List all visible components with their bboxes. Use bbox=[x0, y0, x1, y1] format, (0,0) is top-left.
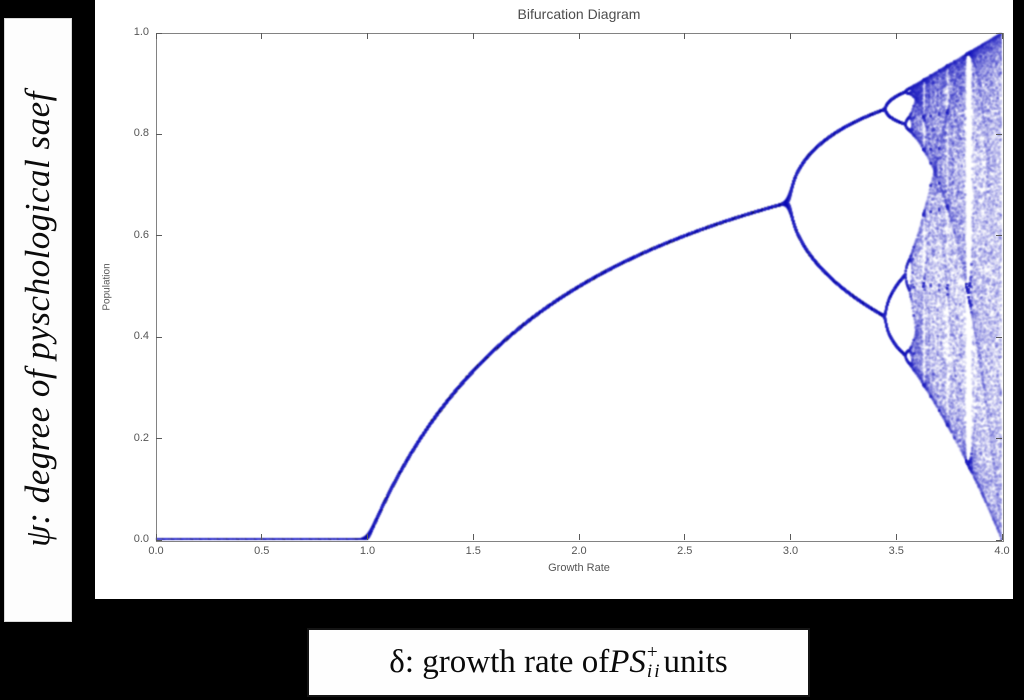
x-tick-mark bbox=[790, 534, 791, 540]
y-tick-mark bbox=[156, 336, 162, 338]
x-tick-mark bbox=[895, 534, 897, 540]
x-tick-label: 4.0 bbox=[994, 545, 1010, 557]
y-tick-mark bbox=[156, 32, 162, 34]
y-tick-label: 0.2 bbox=[133, 431, 149, 444]
axes-frame bbox=[156, 33, 1004, 542]
x-tick-mark-top bbox=[1001, 33, 1003, 39]
y-tick-mark-right bbox=[996, 133, 1002, 135]
y-tick-mark-right bbox=[996, 438, 1002, 440]
y-tick-label: 0.8 bbox=[133, 127, 149, 140]
x-tick-label: 3.5 bbox=[888, 545, 904, 557]
caption-variable-base: PS bbox=[609, 644, 646, 680]
x-tick-label: 0.0 bbox=[148, 545, 164, 557]
x-tick-label: 0.5 bbox=[254, 545, 270, 557]
left-annotation-strip: ψ: degree of pyschological saef bbox=[4, 18, 72, 622]
x-tick-mark bbox=[155, 534, 157, 540]
x-tick-label: 1.5 bbox=[465, 545, 481, 557]
x-tick-mark-top bbox=[895, 33, 897, 39]
chart-title: Bifurcation Diagram bbox=[517, 6, 641, 22]
bifurcation-scatter-canvas bbox=[156, 33, 1002, 540]
delta-caption-box: δ: growth rate of PS + ii units bbox=[307, 628, 810, 697]
caption-subscript: ii bbox=[646, 660, 662, 682]
x-tick-mark-top bbox=[367, 33, 368, 39]
x-tick-label: 2.5 bbox=[677, 545, 693, 557]
y-tick-mark-right bbox=[996, 539, 1002, 541]
x-tick-label: 2.0 bbox=[571, 545, 587, 557]
caption-subsup: + ii bbox=[646, 642, 662, 682]
y-axis-label: Population bbox=[101, 263, 113, 311]
caption-superscript: + bbox=[646, 642, 658, 664]
x-tick-mark-top bbox=[578, 33, 580, 39]
x-tick-mark-top bbox=[790, 33, 791, 39]
y-tick-mark-right bbox=[996, 336, 1002, 338]
y-tick-label: 0.4 bbox=[133, 330, 149, 343]
y-tick-mark-right bbox=[996, 235, 1002, 237]
y-tick-mark bbox=[156, 438, 162, 440]
x-tick-mark-top bbox=[472, 33, 474, 39]
psi-annotation-label: ψ: degree of pyschological saef bbox=[18, 91, 57, 547]
x-tick-mark-top bbox=[684, 33, 686, 39]
y-tick-mark bbox=[156, 539, 162, 541]
x-tick-label: 3.0 bbox=[782, 545, 799, 557]
x-tick-mark bbox=[578, 534, 580, 540]
x-tick-mark bbox=[1001, 534, 1003, 540]
x-tick-mark-top bbox=[261, 33, 263, 39]
y-tick-label: 0.6 bbox=[133, 228, 149, 241]
y-tick-mark-right bbox=[996, 32, 1002, 34]
x-tick-mark bbox=[684, 534, 686, 540]
y-tick-label: 0.0 bbox=[133, 533, 149, 545]
caption-prefix: δ: growth rate of bbox=[389, 644, 610, 680]
x-tick-mark bbox=[261, 534, 263, 540]
caption-suffix: units bbox=[663, 644, 728, 680]
y-tick-mark bbox=[156, 133, 162, 135]
x-tick-label: 1.0 bbox=[359, 545, 376, 557]
x-tick-mark-top bbox=[155, 33, 157, 39]
y-tick-mark bbox=[156, 235, 162, 237]
x-axis-label: Growth Rate bbox=[548, 562, 610, 574]
y-tick-label: 1.0 bbox=[133, 26, 149, 38]
figure-panel: Bifurcation Diagram 0.0 0.5 1.0 1.5 2.0 2.5 3.… bbox=[95, 0, 1013, 599]
x-tick-mark bbox=[367, 534, 368, 540]
x-tick-mark bbox=[472, 534, 474, 540]
